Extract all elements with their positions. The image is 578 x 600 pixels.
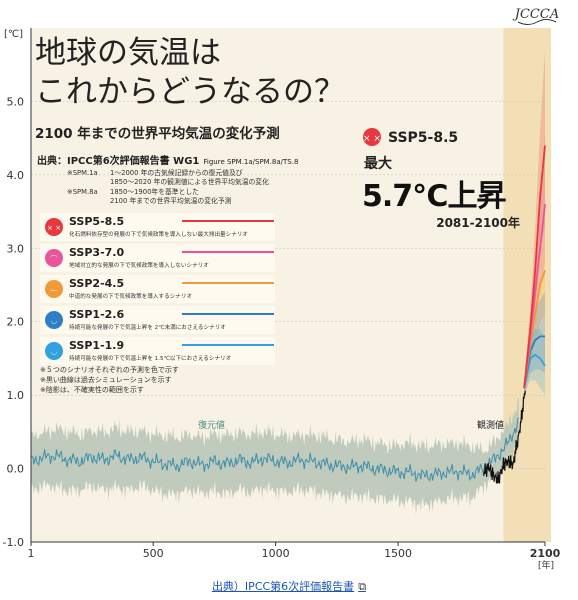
ssp585-highlight: × × SSP5-8.5 最大 5.7℃上昇 2081-2100年 [362,128,520,230]
x-tick-label: 1 [28,547,35,560]
legend-item-ssp5-8.5: × × SSP5-8.5 化石燃料依存型の発展の下で気候政策を導入しない最大排出量シ… [40,213,275,241]
legend-scenario-name: SSP2-4.5 [69,277,124,290]
jccca-logo: JCCCA [512,7,559,25]
x-tick-label: 1500 [384,547,412,560]
legend-scenario-desc: 持続可能な発展の下で気温上昇を 2℃未満におさえるシナリオ [69,323,226,331]
note-line: 1～2000 年の古気候記録からの復元値及び [110,168,243,177]
icon-face-glyph: × × [47,224,61,232]
legend-scenario-name: SSP3-7.0 [69,246,124,259]
happy-face-icon [45,342,63,360]
footnote: ※陰影は、不確実性の範囲を示す [40,385,144,394]
icon-face-glyph: — [51,286,58,294]
highlight-max-label: 最大 [364,155,392,172]
icon-face-glyph: ◡ [51,348,57,356]
title-line-1: 地球の気温は [35,35,221,71]
x-tick-label: 500 [143,547,164,560]
dizzy-face-icon [45,218,63,236]
projection-band-ssp1-2.6 [524,292,545,396]
legend-item-ssp1-1.9: ◡ SSP1-1.9 持続可能な発展の下で気温上昇を 1.5℃以下におさえるシナリオ [40,337,275,365]
highlight-value: 5.7℃上昇 [362,179,506,214]
subtitle: 2100 年までの世界平均気温の変化予測 [35,125,280,142]
svg-text:× ×: × × [363,134,381,144]
icon-face-glyph: ⌒ [51,255,58,263]
dizzy-face-icon [363,128,381,146]
highlight-scenario: SSP5-8.5 [388,130,458,146]
y-tick-label: 5.0 [7,95,25,108]
annotation-observed: 観測値 [477,419,504,431]
footnote: ※５つのシナリオそれぞれの予測を色で示す [40,365,179,374]
neutral-face-icon [45,280,63,298]
note-line: 1850～2020 年の観測値による世界平均気温の変化 [110,177,269,186]
note-line: 1850～1900年を基準とした [110,187,199,196]
footnotes: ※５つのシナリオそれぞれの予測を色で示す※黒い曲線は過去シミュレーションを示す※… [40,365,179,394]
source-label: 出典：IPCC第6次評価報告書 WG1 Figure SPM.1a/SPM.8a/… [37,154,298,167]
icon-face-glyph: ◡ [51,317,57,325]
source-link[interactable]: 出典）IPCC第6次評価報告書 ⧉ [211,580,367,593]
reconstruction-series [30,397,520,515]
y-tick-label: -1.0 [3,536,24,549]
legend-scenario-name: SSP1-2.6 [69,308,124,321]
y-tick-label: 2.0 [7,316,25,329]
external-link-icon: ⧉ [358,580,367,593]
highlight-period: 2081-2100年 [436,215,520,230]
x-tick-label: 2100 [530,547,561,560]
reconstruction-line [30,417,520,482]
legend-item-ssp2-4.5: — SSP2-4.5 中道的な発展の下で気候政策を導入するシナリオ [40,275,275,303]
y-tick-label: 1.0 [7,389,25,402]
legend-item-ssp3-7.0: ⌒ SSP3-7.0 地域対立的な発展の下で気候政策を導入しないシナリオ [40,244,275,272]
footnote: ※黒い曲線は過去シミュレーションを示す [40,375,172,384]
smile-face-icon [45,311,63,329]
legend-scenario-name: SSP1-1.9 [69,339,124,352]
legend-scenario-name: SSP5-8.5 [69,215,124,228]
note-key: ※SPM.8a [67,188,98,196]
legend-scenario-desc: 中道的な発展の下で気候政策を導入するシナリオ [69,292,192,300]
y-tick-label: 0.0 [7,463,25,476]
observed-series [483,390,526,484]
axes: -1.00.01.02.03.04.05.01 500 1000 1500 2100[℃… [3,28,561,571]
svg-text:JCCCA: JCCCA [512,7,559,22]
observed-line [483,390,526,484]
legend-scenario-desc: 化石燃料依存型の発展の下で気候政策を導入しない最大排出量シナリオ [69,230,248,238]
annotation-reconstructed: 復元値 [198,419,225,431]
note-key: ※SPM.1a [67,169,98,177]
y-tick-label: 3.0 [7,242,25,255]
projection-band-ssp3-7.0 [524,130,545,396]
projection-series [523,50,546,396]
legend-scenario-desc: 地域対立的な発展の下で気候政策を導入しないシナリオ [69,261,209,269]
x-axis-label: [年] [538,559,554,571]
title-line-2: これからどうなるの？ [35,74,345,110]
note-line: 2100 年までの世界平均気温の変化予測 [110,196,232,205]
reconstruction-uncertainty-band [31,397,519,515]
projection-line-ssp5-8.5 [523,145,546,388]
y-axis-label: [℃] [4,29,23,40]
sad-face-icon [45,249,63,267]
temperature-chart: -1.00.01.02.03.04.05.01 500 1000 1500 2100[℃… [2,7,561,571]
y-tick-label: 4.0 [7,169,25,182]
legend-scenario-desc: 持続可能な発展の下で気温上昇を 1.5℃以下におさえるシナリオ [69,354,232,362]
x-tick-label: 1000 [262,547,290,560]
scenario-legend: × × SSP5-8.5 化石燃料依存型の発展の下で気候政策を導入しない最大排出量シ… [40,213,275,365]
legend-item-ssp1-2.6: ◡ SSP1-2.6 持続可能な発展の下で気温上昇を 2℃未満におさえるシナリオ [40,306,275,334]
